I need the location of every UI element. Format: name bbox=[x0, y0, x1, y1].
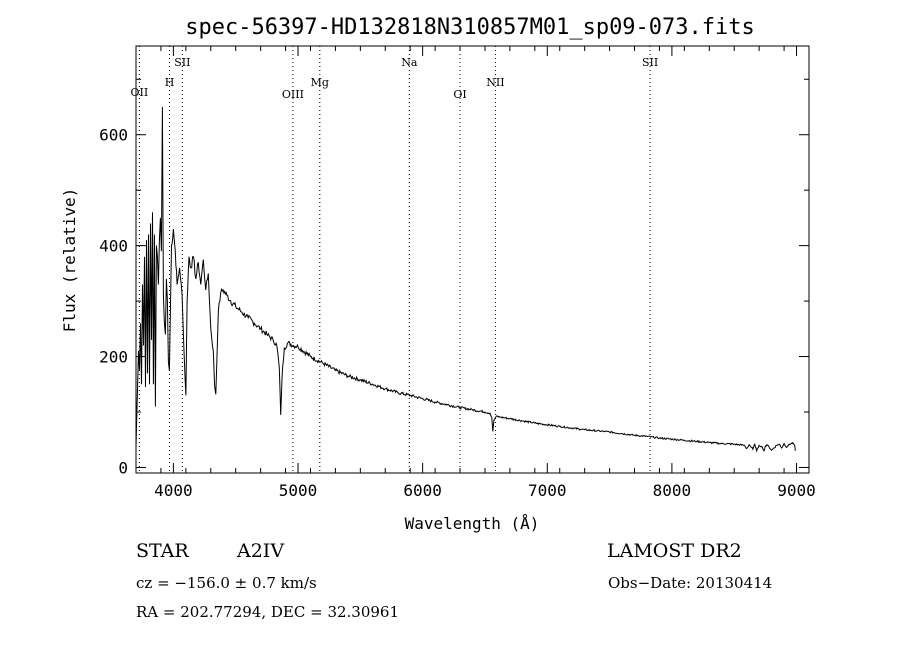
x-tick-label: 5000 bbox=[279, 481, 318, 500]
y-tick-label: 0 bbox=[118, 458, 128, 477]
spectral-line-label: SII bbox=[174, 56, 190, 69]
x-axis-label: Wavelength (Å) bbox=[405, 514, 540, 533]
spectral-line-label: Na bbox=[401, 56, 418, 69]
spectral-line-label: NII bbox=[486, 76, 504, 89]
object-subclass-label: A2IV bbox=[237, 540, 285, 562]
spectral-line-label: H bbox=[165, 76, 175, 89]
axes: 4000 5000 6000 7000 8000 9000 0 200 400 600 bbox=[99, 46, 816, 500]
y-tick-label: 600 bbox=[99, 126, 128, 145]
coordinates-label: RA = 202.77294, DEC = 32.30961 bbox=[136, 603, 400, 621]
survey-label: LAMOST DR2 bbox=[607, 540, 742, 562]
spectral-line-markers: OII H SII OIII Mg Na OI NII SII bbox=[131, 46, 658, 473]
spectral-line-label: SII bbox=[642, 56, 658, 69]
spectral-line-label: OI bbox=[453, 88, 466, 101]
x-tick-label: 9000 bbox=[777, 481, 816, 500]
chart-title: spec-56397-HD132818N310857M01_sp09-073.f… bbox=[185, 15, 755, 40]
redshift-label: cz = −156.0 ± 0.7 km/s bbox=[136, 574, 317, 592]
x-tick-label: 8000 bbox=[653, 481, 692, 500]
y-axis-label: Flux (relative) bbox=[60, 188, 79, 333]
y-tick-label: 200 bbox=[99, 348, 128, 367]
x-tick-label: 6000 bbox=[403, 481, 442, 500]
spectral-line-label: OII bbox=[131, 86, 149, 99]
x-tick-label: 7000 bbox=[528, 481, 567, 500]
object-class-label: STAR bbox=[136, 540, 189, 562]
spectral-line-label: Mg bbox=[311, 76, 329, 89]
spectral-line-label: OIII bbox=[282, 88, 304, 101]
obs-date-label: Obs−Date: 20130414 bbox=[608, 574, 773, 592]
spectrum-series-line bbox=[135, 106, 796, 453]
plot-frame bbox=[135, 45, 810, 474]
y-tick-label: 400 bbox=[99, 237, 128, 256]
x-tick-label: 4000 bbox=[154, 481, 193, 500]
